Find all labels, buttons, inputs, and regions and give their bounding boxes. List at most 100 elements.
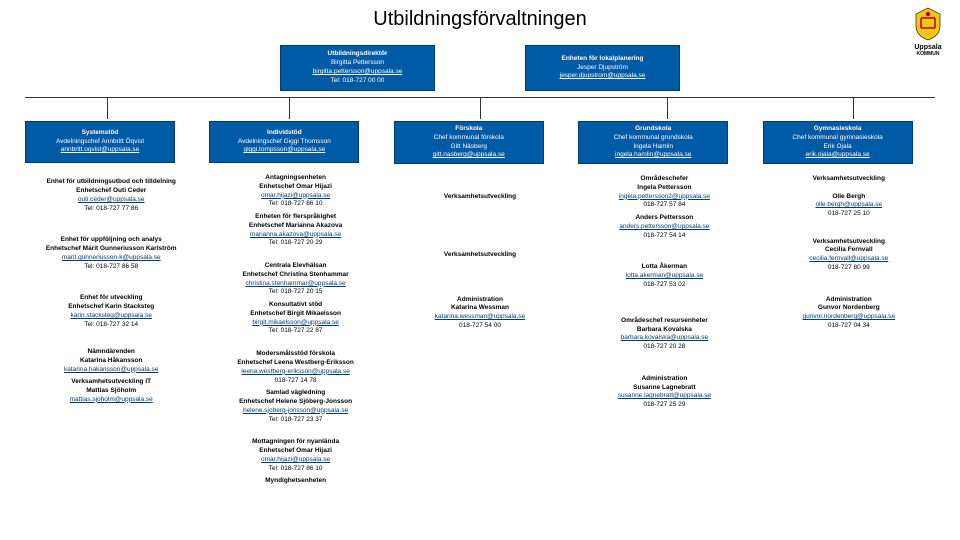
cell-email[interactable]: olle.bergh@uppsala.se: [767, 201, 931, 210]
cell-4-2: AdministrationGunvor Nordenberggunvor.no…: [763, 288, 935, 338]
cell-2-1: Verksamhetsutveckling: [394, 230, 566, 280]
cell-text: VerksamhetsutvecklingCecilia Fernvall: [767, 238, 931, 256]
cell-3-0: OmrådescheferIngela Petterssoningela.pet…: [578, 172, 750, 243]
page-title: Utbildningsförvaltningen: [0, 0, 960, 35]
cell-text: Mottagningen för nyanländaEnhetschef Oma…: [213, 438, 377, 456]
cell-phone: Tel: 018-727 86 58: [29, 263, 193, 272]
cell-phone: 018-727 57 84: [582, 201, 746, 210]
cell-email[interactable]: barbara.kovalska@uppsala.se: [582, 334, 746, 343]
cell-text: Enhet för utbildningsutbud och tilldelni…: [29, 178, 193, 196]
cell-phone: 018-727 53 02: [582, 281, 746, 290]
planning-title: Enheten för lokalplanering: [532, 55, 673, 64]
cell-email[interactable]: susanne.lagnebratt@uppsala.se: [582, 392, 746, 401]
cell-email[interactable]: helene.sjoberg-jonsson@uppsala.se: [213, 407, 377, 416]
col-header-email[interactable]: erik.ojala@uppsala.se: [770, 151, 906, 160]
cell-text: AdministrationKatarina Wessman: [398, 296, 562, 314]
cell-email[interactable]: christina.stenhammar@uppsala.se: [213, 280, 377, 289]
cell-text: Myndighetsenheten: [213, 477, 377, 486]
cell-text: Verksamhetsutveckling: [398, 193, 562, 202]
col-header-2: FörskolaChef kommunal förskolaGitt Näsbe…: [394, 121, 544, 164]
cell-email[interactable]: mattias.sjoholm@uppsala.se: [29, 396, 193, 405]
col-header-email[interactable]: annbritt.oqvist@uppsala.se: [32, 146, 168, 155]
cell-phone: Tel: 018-727 32 14: [29, 321, 193, 330]
cell-text: Enhet för uppföljning och analysEnhetsch…: [29, 236, 193, 254]
org-columns: SystemstödAvdelningschef Annbritt Öqvist…: [0, 121, 960, 489]
cell-email[interactable]: omar.hijazi@uppsala.se: [213, 192, 377, 201]
cell-phone: 018-727 25 29: [582, 401, 746, 410]
column-0: SystemstödAvdelningschef Annbritt Öqvist…: [25, 121, 197, 489]
logo-text: Uppsala: [908, 44, 948, 51]
cell-text: AntagningsenhetenEnhetschef Omar Hijazi: [213, 174, 377, 192]
col-header-sub: Avdelningschef Giggi Thomsson: [216, 138, 352, 147]
cell-2-2: AdministrationKatarina Wessmankatarina.w…: [394, 288, 566, 338]
col-header-email[interactable]: giggi.tompsson@uppsala.se: [216, 146, 352, 155]
cell-email[interactable]: birgit.mikaelsson@uppsala.se: [213, 319, 377, 328]
cell-phone: Tel: 018-727 20 15: [213, 288, 377, 297]
cell-email[interactable]: katarina.wessman@uppsala.se: [398, 313, 562, 322]
cell-email[interactable]: anders.pettersson@uppsala.se: [582, 223, 746, 232]
cell-email[interactable]: outi.ceder@uppsala.se: [29, 196, 193, 205]
cell-email[interactable]: omar.hijazi@uppsala.se: [213, 456, 377, 465]
cell-text: Centrala ElevhälsanEnhetschef Christina …: [213, 262, 377, 280]
cell-phone: Tel: 018-727 22 87: [213, 327, 377, 336]
cell-email[interactable]: marianna.akazova@uppsala.se: [213, 231, 377, 240]
cell-text: OmrådescheferIngela Pettersson: [582, 175, 746, 193]
cell-text: Verksamhetsutveckling ITMattias Sjöholm: [29, 378, 193, 396]
director-email[interactable]: birgitta.pettersson@uppsala.se: [287, 68, 428, 77]
column-1: IndividstödAvdelningschef Giggi Thomsson…: [209, 121, 381, 489]
cell-text: Verksamhetsutveckling: [398, 251, 562, 260]
column-2: FörskolaChef kommunal förskolaGitt Näsbe…: [394, 121, 566, 489]
col-header-email[interactable]: gitt.nasberg@uppsala.se: [401, 151, 537, 160]
cell-phone: 018-727 25 10: [767, 210, 931, 219]
cell-email[interactable]: gunvor.nordenberg@uppsala.se: [767, 313, 931, 322]
cell-email[interactable]: marit.gunneriusson-k@uppsala.se: [29, 254, 193, 263]
cell-email[interactable]: leena.westberg-eriksson@uppsala.se: [213, 368, 377, 377]
cell-email[interactable]: karin.stacksteg@uppsala.se: [29, 312, 193, 321]
cell-0-0: Enhet för utbildningsutbud och tilldelni…: [25, 171, 197, 221]
cell-3-2: Områdeschef resursenheterBarbara Kovalsk…: [578, 309, 750, 359]
col-header-title: Grundskola: [585, 125, 721, 134]
cell-1-3: Mottagningen för nyanländaEnhetschef Oma…: [209, 435, 381, 489]
cell-text: Modersmålsstöd förskolaEnhetschef Leena …: [213, 350, 377, 368]
cell-text: Konsultativt stödEnhetschef Birgit Mikae…: [213, 301, 377, 319]
director-title: Utbildningsdirektör: [287, 50, 428, 59]
cell-email[interactable]: katarina.hakansson@uppsala.se: [29, 366, 193, 375]
cell-email[interactable]: ingela.pettersson2@uppsala.se: [582, 193, 746, 202]
col-header-sub: Chef kommunal förskolaGitt Näsberg: [401, 134, 537, 152]
col-header-sub: Chef kommunal gymnasieskolaErik Ojala: [770, 134, 906, 152]
logo-sub: KOMMUN: [908, 51, 948, 57]
column-4: GymnasieskolaChef kommunal gymnasieskola…: [763, 121, 935, 489]
cell-1-0: AntagningsenhetenEnhetschef Omar Hijazio…: [209, 171, 381, 251]
box-director: Utbildningsdirektör Birgitta Pettersson …: [280, 45, 435, 91]
top-row: Utbildningsdirektör Birgitta Pettersson …: [0, 45, 960, 91]
uppsala-logo: Uppsala KOMMUN: [908, 6, 948, 57]
cell-text: Områdeschef resursenheterBarbara Kovalsk…: [582, 317, 746, 335]
cell-email[interactable]: cecilia.fernvall@uppsala.se: [767, 255, 931, 264]
planning-name: Jesper Djupström: [532, 64, 673, 73]
cell-phone: 018-727 14 78: [213, 377, 377, 386]
column-3: GrundskolaChef kommunal grundskolaIngela…: [578, 121, 750, 489]
cell-text: Samlad vägledningEnhetschef Helene Sjöbe…: [213, 389, 377, 407]
cell-text: AdministrationGunvor Nordenberg: [767, 296, 931, 314]
cell-phone: Tel: 018-727 20 29: [213, 239, 377, 248]
cell-text: Anders Pettersson: [582, 214, 746, 223]
cell-0-2: Enhet för utvecklingEnhetschef Karin Sta…: [25, 287, 197, 337]
cell-text: AdministrationSusanne Lagnebratt: [582, 375, 746, 393]
cell-email[interactable]: lotta.akerman@uppsala.se: [582, 272, 746, 281]
col-header-title: Gymnasieskola: [770, 125, 906, 134]
col-header-sub: Chef kommunal grundskolaIngela Hamlin: [585, 134, 721, 152]
cell-text: VerksamhetsutvecklingOlle Bergh: [767, 175, 931, 201]
cell-0-3: NämndärendenKatarina Håkanssonkatarina.h…: [25, 345, 197, 408]
cell-4-1: VerksamhetsutvecklingCecilia Fernvallcec…: [763, 230, 935, 280]
col-header-email[interactable]: ingela.hamlin@uppsala.se: [585, 151, 721, 160]
cell-1-2: Modersmålsstöd förskolaEnhetschef Leena …: [209, 347, 381, 427]
director-phone: Tel: 018-727 00 00: [287, 77, 428, 86]
planning-email[interactable]: jesper.djupstrom@uppsala.se: [532, 72, 673, 81]
cell-phone: 018-727 54 14: [582, 232, 746, 241]
col-header-4: GymnasieskolaChef kommunal gymnasieskola…: [763, 121, 913, 164]
cell-phone: 018-727 04 34: [767, 322, 931, 331]
cell-phone: Tel: 018-727 86 10: [213, 465, 377, 474]
col-header-title: Individstöd: [216, 129, 352, 138]
director-name: Birgitta Pettersson: [287, 59, 428, 68]
cell-text: Enhet för utvecklingEnhetschef Karin Sta…: [29, 294, 193, 312]
